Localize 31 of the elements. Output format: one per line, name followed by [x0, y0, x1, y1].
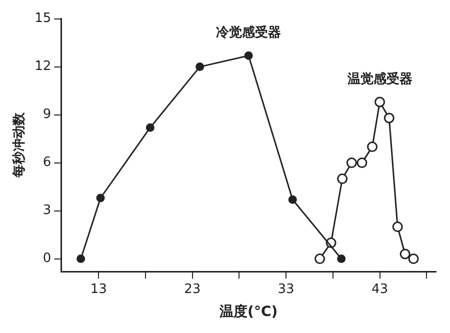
- point: [374, 96, 386, 108]
- point: [367, 142, 378, 152]
- point: [384, 112, 394, 124]
- series-label: 冷觉感受器: [216, 24, 282, 40]
- x-tick-label: 43: [372, 282, 388, 297]
- point: [337, 174, 348, 184]
- y-axis-title: 每秒冲动数: [12, 112, 28, 179]
- y-tick-label: 0: [42, 251, 52, 266]
- series-label: 温觉感受器: [346, 70, 412, 87]
- point: [76, 254, 86, 264]
- x-axis-title: 温度(°C): [218, 303, 278, 320]
- y-tick-label: 3: [42, 203, 52, 218]
- point: [288, 195, 297, 204]
- point: [244, 51, 253, 60]
- y-tick-label: 6: [42, 155, 52, 170]
- point: [346, 158, 357, 168]
- x-tick-label: 23: [184, 282, 201, 297]
- point: [408, 254, 419, 264]
- y-tick-label: 15: [34, 11, 52, 26]
- point: [196, 62, 204, 72]
- x-tick-label: 13: [90, 282, 107, 297]
- point: [314, 254, 326, 264]
- point: [356, 158, 368, 168]
- x-tick-label: 33: [278, 282, 294, 297]
- point: [392, 222, 403, 232]
- point: [400, 248, 410, 260]
- point: [337, 254, 346, 264]
- y-tick-label: 12: [34, 59, 52, 74]
- point: [146, 123, 154, 132]
- point: [96, 194, 105, 202]
- y-tick-label: 9: [42, 107, 52, 122]
